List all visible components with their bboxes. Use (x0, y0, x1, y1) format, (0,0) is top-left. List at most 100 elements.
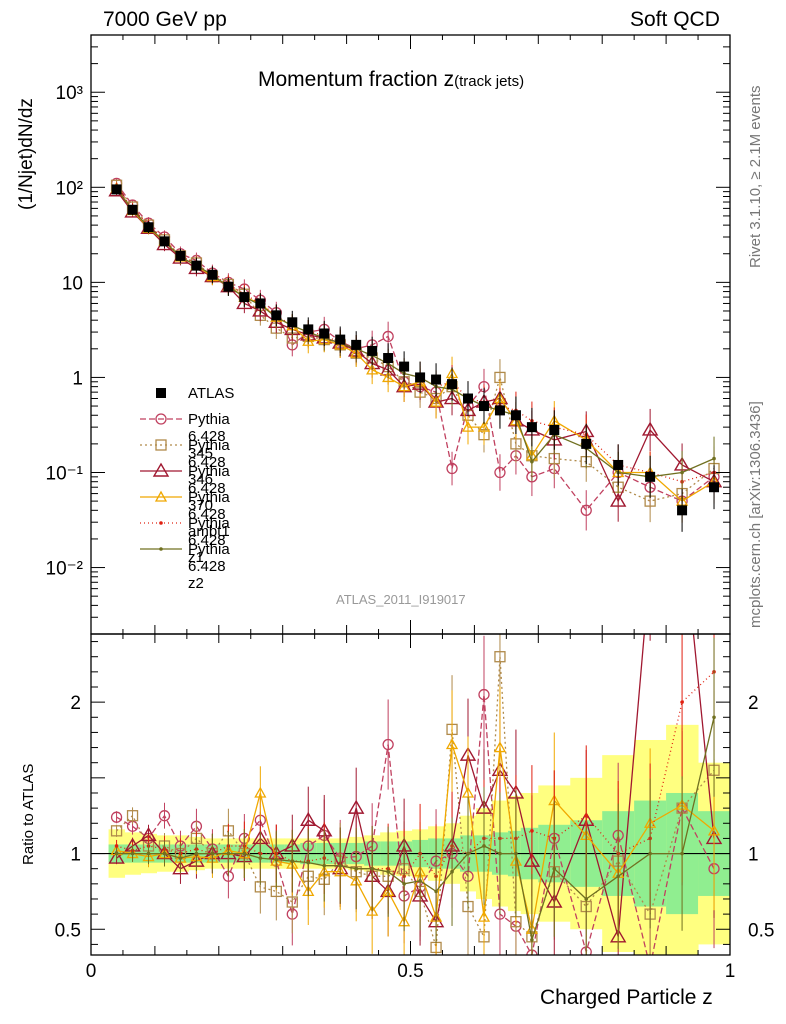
ratio-y-tick-label-right: 1 (748, 845, 759, 866)
data-point (335, 334, 346, 345)
ratio-data-point (158, 810, 171, 822)
ratio-data-point (306, 860, 311, 865)
x-tick-label: 0.5 (397, 961, 423, 982)
ratio-data-point (126, 810, 139, 822)
ratio-data-point (450, 869, 454, 874)
ratio-data-point (274, 857, 279, 862)
ratio-data-point (286, 896, 298, 908)
data-point (223, 281, 234, 292)
legend-marker (155, 439, 167, 451)
ratio-data-point (194, 851, 199, 856)
legend-marker (159, 547, 163, 551)
data-point (383, 353, 394, 364)
ratio-data-point (172, 860, 189, 875)
ratio-data-point (338, 863, 343, 868)
legend-symbol (140, 413, 182, 425)
ratio-data-point (370, 866, 374, 871)
ratio-y-tick-label: 2 (70, 693, 81, 714)
ratio-data-point (514, 851, 518, 856)
data-point (680, 470, 684, 475)
data-point (159, 236, 170, 247)
ratio-data-point (584, 813, 589, 818)
data-point (429, 395, 443, 407)
ratio-data-point (493, 741, 507, 753)
ratio-data-point (114, 851, 119, 856)
data-point (111, 184, 122, 195)
ratio-data-point (254, 786, 267, 798)
ratio-data-point (680, 700, 684, 704)
ratio-data-point (494, 651, 506, 663)
legend-symbol (140, 462, 182, 477)
ratio-y-tick-label-right: 2 (748, 693, 759, 714)
legend-label: ATLAS (188, 385, 235, 402)
legend-symbol (156, 388, 166, 398)
data-point (236, 295, 253, 310)
x-tick-label: 1 (725, 961, 736, 982)
data-point (127, 204, 138, 215)
ratio-data-point (645, 962, 655, 972)
ratio-data-point (402, 882, 406, 886)
data-point (303, 324, 314, 335)
ratio-data-point (162, 851, 167, 856)
ratio-data-point (108, 849, 125, 864)
data-point (494, 466, 506, 479)
ratio-data-point (354, 866, 358, 871)
legend-label: Pythia 6.428 345 (188, 411, 230, 462)
data-point (645, 471, 656, 482)
y-tick-label: 10⁻² (46, 559, 84, 580)
y-tick-label: 10² (56, 178, 83, 199)
data-point (478, 401, 489, 412)
data-point (447, 379, 458, 390)
legend-symbol (140, 521, 182, 525)
data-point (494, 405, 505, 416)
legend-label: Pythia 6.428 346 (188, 437, 230, 488)
ratio-data-point (616, 874, 620, 879)
ratio-data-point (482, 844, 486, 848)
ratio-data-point (477, 910, 491, 922)
y-tick-label: 1 (72, 368, 83, 389)
ratio-data-point (445, 738, 459, 750)
legend-label: Pythia 6.428 z1 (188, 515, 230, 566)
data-point (143, 222, 154, 233)
data-point (712, 456, 716, 461)
watermark: ATLAS_2011_I919017 (336, 592, 466, 607)
data-point (398, 380, 411, 392)
ratio-data-point (242, 851, 247, 856)
ratio-data-point (347, 799, 365, 814)
legend-symbol (140, 490, 182, 502)
y-axis-label-ratio: Ratio to ATLAS (20, 763, 37, 865)
data-point (431, 374, 442, 385)
data-point (580, 504, 592, 516)
data-point (239, 292, 250, 303)
ratio-data-point (648, 851, 652, 856)
data-point (252, 302, 269, 317)
legend-marker (155, 413, 167, 425)
ratio-data-point (712, 715, 716, 720)
ratio-data-point (210, 851, 215, 856)
data-point (581, 438, 592, 449)
data-point (415, 372, 426, 383)
legend-label: Pythia 6.428 z2 (188, 541, 230, 592)
ratio-data-point (114, 844, 119, 848)
legend-marker (152, 462, 170, 477)
data-point (477, 420, 491, 432)
ratio-data-point (258, 856, 263, 860)
ratio-data-point (178, 856, 183, 860)
mcplots-label: mcplots.cern.ch [arXiv:1306.3436] (747, 401, 764, 628)
ratio-y-tick-label-right: 0.5 (748, 920, 774, 941)
ratio-data-point (130, 851, 135, 856)
data-point (510, 410, 521, 421)
data-point (709, 482, 720, 493)
x-tick-label: 0 (86, 961, 97, 982)
ratio-data-point (707, 824, 721, 836)
ratio-data-point (584, 897, 589, 901)
data-point (255, 298, 266, 309)
ratio-series-line (116, 671, 715, 878)
ratio-data-point (110, 811, 123, 823)
main-plot-area (108, 177, 723, 532)
data-point (382, 330, 394, 343)
legend-marker (154, 490, 168, 502)
data-point (302, 334, 315, 346)
legend-label: Pythia 6.428 370 (188, 463, 230, 514)
